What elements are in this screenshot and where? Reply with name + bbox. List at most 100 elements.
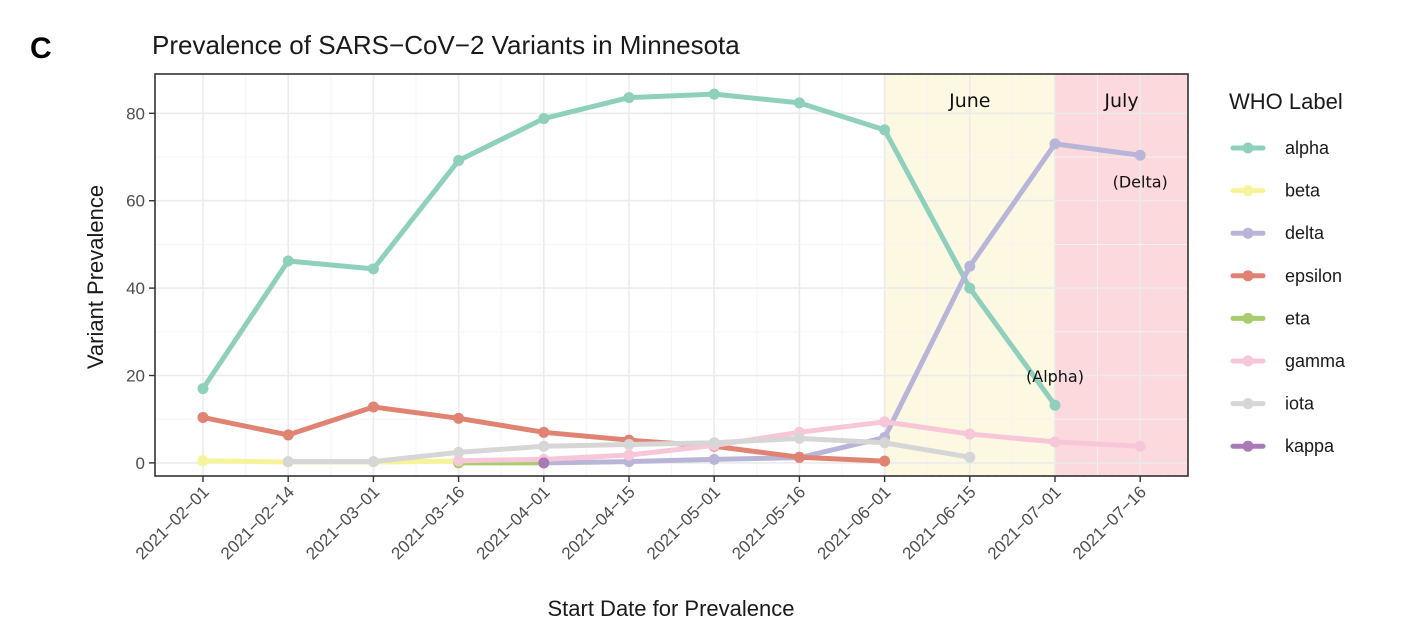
- data-point-epsilon: [367, 401, 379, 413]
- legend-key-point: [1242, 440, 1254, 452]
- legend: WHO Label alpha beta delta epsilon eta gamma i…: [1229, 89, 1346, 456]
- legend-key-point: [1242, 142, 1254, 154]
- x-tick-label: 2021−04−01: [473, 482, 554, 563]
- legend-item-iota: iota: [1230, 394, 1315, 414]
- data-point-delta: [708, 453, 720, 465]
- data-point-delta: [1049, 138, 1061, 150]
- x-tick-label: 2021−05−16: [728, 482, 809, 563]
- series-iota: [282, 432, 976, 468]
- legend-item-beta: beta: [1230, 181, 1321, 201]
- data-point-epsilon: [879, 455, 891, 467]
- data-point-alpha: [367, 263, 379, 275]
- data-point-alpha: [282, 255, 294, 267]
- data-point-iota: [367, 456, 379, 468]
- x-tick-label: 2021−06−01: [813, 482, 894, 563]
- y-tick-label: 0: [136, 454, 145, 473]
- series-alpha: [197, 88, 1061, 411]
- legend-item-eta: eta: [1230, 308, 1311, 328]
- data-point-epsilon: [282, 429, 294, 441]
- x-tick-label: 2021−03−01: [302, 482, 383, 563]
- legend-key-point: [1242, 398, 1254, 410]
- data-point-alpha: [623, 92, 635, 104]
- x-axis-title: Start Date for Prevalence: [547, 596, 794, 621]
- data-point-iota: [708, 437, 720, 449]
- x-tick-label: 2021−07−01: [984, 482, 1065, 563]
- legend-item-kappa: kappa: [1230, 436, 1335, 456]
- legend-key-point: [1242, 227, 1254, 239]
- legend-label: eta: [1285, 308, 1311, 328]
- y-tick-label: 60: [126, 192, 145, 211]
- annotations: (Delta) (Alpha): [1026, 173, 1168, 386]
- data-point-alpha: [538, 113, 550, 125]
- data-point-epsilon: [197, 411, 209, 423]
- legend-item-delta: delta: [1230, 223, 1325, 243]
- y-tick-label: 20: [126, 367, 145, 386]
- y-tick-label: 40: [126, 279, 145, 298]
- series-lines: [197, 88, 1146, 469]
- panel-label: C: [30, 32, 52, 65]
- legend-label: alpha: [1285, 138, 1330, 158]
- highlight-bands: [883, 73, 1189, 477]
- x-tick-label: 2021−02−14: [217, 482, 298, 563]
- band-labels: June July: [948, 90, 1138, 112]
- legend-key-point: [1242, 185, 1254, 197]
- legend-key-point: [1242, 312, 1254, 324]
- x-tick-label: 2021−04−15: [558, 482, 639, 563]
- legend-key-point: [1242, 270, 1254, 282]
- data-point-gamma: [1049, 436, 1061, 448]
- legend-label: beta: [1285, 181, 1321, 201]
- data-point-iota: [964, 451, 976, 463]
- band-label-june: June: [948, 90, 990, 112]
- data-point-iota: [538, 440, 550, 452]
- annotation-label: (Alpha): [1026, 367, 1084, 386]
- data-point-iota: [623, 439, 635, 451]
- band-july: [1054, 73, 1189, 477]
- data-point-gamma: [453, 455, 465, 467]
- legend-title: WHO Label: [1229, 89, 1343, 114]
- annotation-label: (Delta): [1113, 173, 1168, 192]
- x-tick-label: 2021−07−16: [1069, 482, 1150, 563]
- series-kappa: [538, 457, 550, 469]
- data-point-alpha: [964, 282, 976, 294]
- legend-label: delta: [1285, 223, 1325, 243]
- legend-key-point: [1242, 355, 1254, 367]
- data-point-alpha: [793, 97, 805, 109]
- data-point-gamma: [1134, 440, 1146, 452]
- data-point-iota: [879, 437, 891, 449]
- x-tick-label: 2021−02−01: [132, 482, 213, 563]
- data-point-epsilon: [453, 412, 465, 424]
- data-point-alpha: [708, 88, 720, 100]
- data-point-alpha: [1049, 399, 1061, 411]
- legend-label: kappa: [1285, 436, 1335, 456]
- x-tick-label: 2021−06−15: [899, 482, 980, 563]
- y-axis-title: Variant Prevalence: [83, 185, 108, 369]
- legend-item-epsilon: epsilon: [1230, 266, 1342, 286]
- data-point-beta: [197, 455, 209, 467]
- data-point-alpha: [197, 383, 209, 395]
- data-point-epsilon: [538, 426, 550, 438]
- series-line-delta: [541, 141, 1143, 466]
- data-point-gamma: [879, 416, 891, 428]
- panel-border: [154, 73, 1189, 477]
- data-point-epsilon: [793, 451, 805, 463]
- legend-label: iota: [1285, 394, 1315, 414]
- data-point-kappa: [538, 457, 550, 469]
- data-point-iota: [793, 432, 805, 444]
- data-point-gamma: [623, 449, 635, 461]
- x-tick-label: 2021−05−01: [643, 482, 724, 563]
- data-point-delta: [1134, 149, 1146, 161]
- data-point-iota: [282, 456, 294, 468]
- data-point-alpha: [453, 155, 465, 167]
- band-label-july: July: [1103, 90, 1138, 112]
- data-point-alpha: [879, 124, 891, 136]
- chart-title: Prevalence of SARS−CoV−2 Variants in Min…: [152, 30, 740, 60]
- legend-item-alpha: alpha: [1230, 138, 1330, 158]
- legend-label: gamma: [1285, 351, 1346, 371]
- y-tick-label: 80: [126, 104, 145, 123]
- data-point-iota: [453, 446, 465, 458]
- legend-label: epsilon: [1285, 266, 1342, 286]
- data-point-delta: [964, 260, 976, 272]
- legend-item-gamma: gamma: [1230, 351, 1346, 371]
- x-tick-label: 2021−03−16: [387, 482, 468, 563]
